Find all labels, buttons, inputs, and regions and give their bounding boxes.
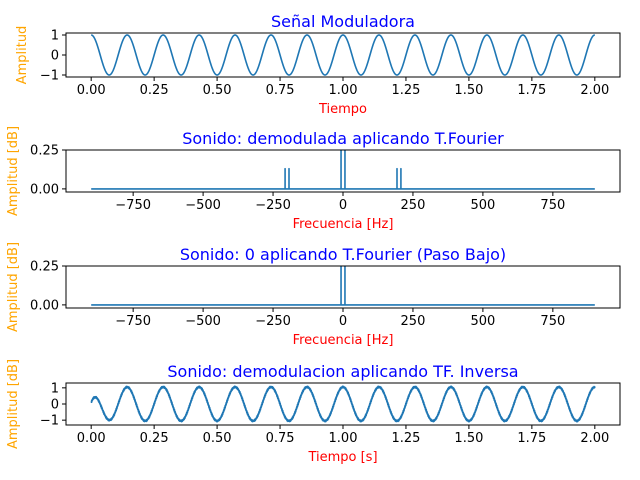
y-axis-label: Amplitud [dB]: [6, 126, 21, 216]
x-tick-label: 1.75: [517, 431, 546, 446]
chart-title: Sonido: 0 aplicando T.Fourier (Paso Bajo…: [180, 245, 506, 264]
y-tick-label: 0: [51, 49, 59, 64]
x-tick-label: 2.00: [580, 83, 609, 98]
subplot-2: −750 −500 −250 0 250 500 750 0.25 0.00 Sonido: de…: [6, 126, 621, 232]
x-tick-label: 500: [470, 314, 495, 329]
y-tick-label: 0: [51, 398, 59, 413]
x-tick-label: 750: [540, 314, 565, 329]
x-tick-label: 1.00: [329, 83, 358, 98]
x-axis-label: Frecuencia [Hz]: [293, 217, 394, 232]
y-tick-label: 0.00: [30, 182, 59, 197]
x-tick-label: 1.50: [454, 431, 483, 446]
y-tick-label: 0.00: [30, 298, 59, 313]
x-tick-label: 250: [401, 198, 426, 213]
x-tick-label: 1.25: [391, 83, 420, 98]
series-line-1: [90, 385, 596, 423]
y-axis-label: Amplitud [dB]: [6, 242, 21, 332]
x-tick-label: 0.75: [266, 431, 295, 446]
y-tick-label: 0.25: [30, 260, 59, 275]
x-tick-label: 0.25: [140, 431, 169, 446]
series-line-1: [91, 266, 595, 306]
y-tick-label: −1: [40, 69, 59, 84]
x-axis-label: Tiempo [s]: [307, 450, 377, 465]
series-line-1: [91, 150, 595, 190]
y-tick-label: 1: [51, 381, 59, 396]
x-tick-label: 0: [339, 314, 347, 329]
x-tick-label: −750: [115, 314, 151, 329]
y-axis-label: Amplitud: [15, 26, 30, 85]
x-tick-label: 0.00: [77, 83, 106, 98]
x-tick-label: 0.50: [203, 431, 232, 446]
x-tick-label: 1.25: [391, 431, 420, 446]
x-tick-label: −750: [115, 198, 151, 213]
x-axis-label: Frecuencia [Hz]: [293, 333, 394, 348]
x-axis-label: Tiempo: [318, 102, 367, 117]
x-tick-label: 1.75: [517, 83, 546, 98]
axes-frame: [65, 149, 621, 193]
y-tick-label: −1: [40, 414, 59, 429]
x-tick-label: 2.00: [580, 431, 609, 446]
x-tick-label: 250: [401, 314, 426, 329]
y-tick-label: 0.25: [30, 144, 59, 159]
x-tick-label: 500: [470, 198, 495, 213]
x-tick-label: −250: [255, 198, 291, 213]
subplot-4: 0.00 0.25 0.50 0.75 1.00 1.25 1.50 1.75 2.00 1 0−1…: [6, 359, 621, 465]
axes-frame: [65, 265, 621, 309]
subplot-3: −750 −500 −250 0 250 500 750 0.25 0.00 Sonido: 0 …: [6, 242, 621, 348]
x-tick-label: 1.50: [454, 83, 483, 98]
x-tick-label: 0: [339, 198, 347, 213]
chart-title: Sonido: demodulacion aplicando TF. Inver…: [167, 362, 518, 381]
x-tick-label: 0.50: [203, 83, 232, 98]
x-tick-label: 0.75: [266, 83, 295, 98]
x-tick-label: −500: [185, 198, 221, 213]
x-tick-label: −500: [185, 314, 221, 329]
y-tick-label: 1: [51, 29, 59, 44]
x-tick-label: −250: [255, 314, 291, 329]
series-line-1: [90, 34, 596, 76]
y-axis-label: Amplitud [dB]: [6, 359, 21, 449]
subplot-1: 0.00 0.25 0.50 0.75 1.00 1.25 1.50 1.75 2.00 1 0 −1…: [15, 12, 621, 117]
x-tick-label: 0.00: [77, 431, 106, 446]
chart-title: Señal Moduladora: [271, 12, 415, 31]
x-tick-label: 0.25: [140, 83, 169, 98]
chart-title: Sonido: demodulada aplicando T.Fourier: [182, 129, 504, 148]
x-tick-label: 750: [540, 198, 565, 213]
x-tick-label: 1.00: [329, 431, 358, 446]
